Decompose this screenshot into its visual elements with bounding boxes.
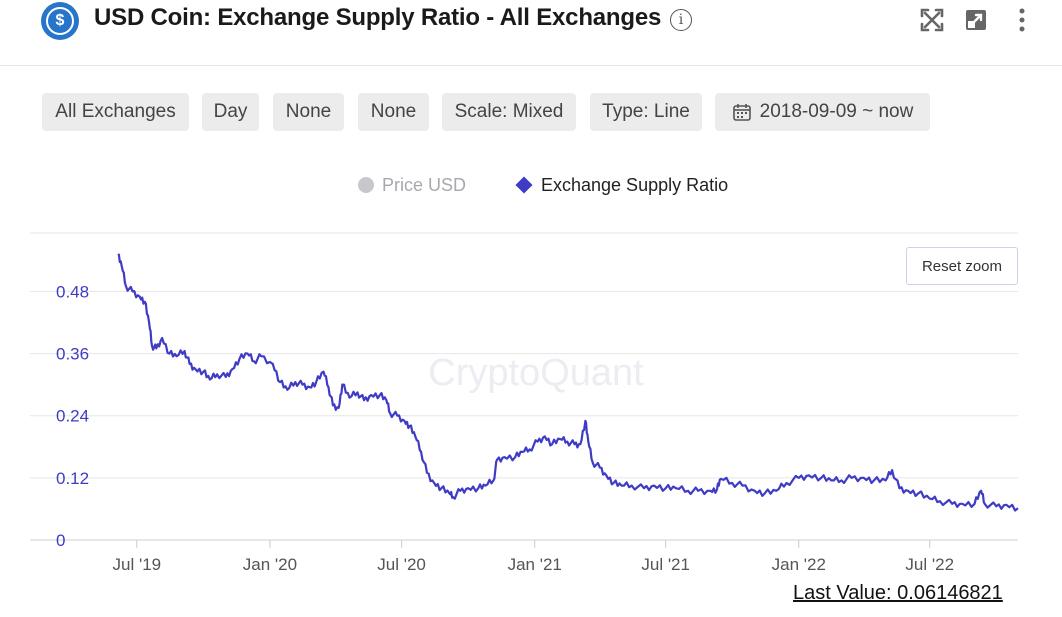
x-tick-label: Jan '22 <box>772 555 826 574</box>
legend-item-ratio[interactable]: Exchange Supply Ratio <box>515 172 729 198</box>
calendar-icon <box>732 104 751 121</box>
x-tick-label: Jul '22 <box>905 555 954 574</box>
reset-zoom-button[interactable]: Reset zoom <box>906 247 1018 285</box>
y-axis: 0 0.12 0.24 0.36 0.48 <box>56 282 89 550</box>
date-range-label: 2018-09-09 ~ now <box>759 101 914 122</box>
x-axis: Jul '19 Jan '20 Jul '20 Jan '21 Jul '21 Jan '… <box>113 540 954 574</box>
exchange-select-button[interactable]: All Exchanges <box>42 93 189 131</box>
filter-select-button-1[interactable]: None <box>273 93 344 131</box>
y-tick-label: 0 <box>56 531 65 550</box>
legend-item-price[interactable]: Price USD <box>358 172 466 198</box>
usdc-coin-icon: $ <box>41 2 79 40</box>
filter-select-button-2[interactable]: None <box>358 93 429 131</box>
chart-legend: Price USD Exchange Supply Ratio <box>0 172 1062 198</box>
fullscreen-icon[interactable] <box>918 6 946 34</box>
legend-ratio-label: Exchange Supply Ratio <box>541 174 729 195</box>
scale-select-button[interactable]: Scale: Mixed <box>442 93 576 131</box>
dollar-glyph: $ <box>46 7 74 35</box>
type-select-button[interactable]: Type: Line <box>590 93 702 131</box>
legend-dot-icon <box>358 177 374 193</box>
y-tick-label: 0.48 <box>56 282 89 301</box>
series-line-exchange-supply-ratio <box>117 253 1019 512</box>
chart-header: $ USD Coin: Exchange Supply Ratio - All … <box>0 0 1062 66</box>
page-title: USD Coin: Exchange Supply Ratio - All Ex… <box>94 4 662 31</box>
x-tick-label: Jul '21 <box>641 555 690 574</box>
x-tick-label: Jan '20 <box>243 555 297 574</box>
more-options-icon[interactable] <box>1008 6 1036 34</box>
last-value-link[interactable]: Last Value: 0.06146821 <box>793 582 1003 604</box>
x-tick-label: Jul '20 <box>377 555 426 574</box>
date-range-button[interactable]: 2018-09-09 ~ now <box>715 93 930 131</box>
x-tick-label: Jul '19 <box>113 555 162 574</box>
x-tick-label: Jan '21 <box>508 555 562 574</box>
y-tick-label: 0.36 <box>56 345 89 364</box>
legend-price-label: Price USD <box>382 174 467 195</box>
info-icon[interactable]: i <box>670 9 692 31</box>
watermark: CryptoQuant <box>428 352 644 394</box>
y-tick-label: 0.12 <box>56 469 89 488</box>
window-select-button[interactable]: Day <box>202 93 259 131</box>
y-tick-label: 0.24 <box>56 407 89 426</box>
popout-icon[interactable] <box>962 6 990 34</box>
